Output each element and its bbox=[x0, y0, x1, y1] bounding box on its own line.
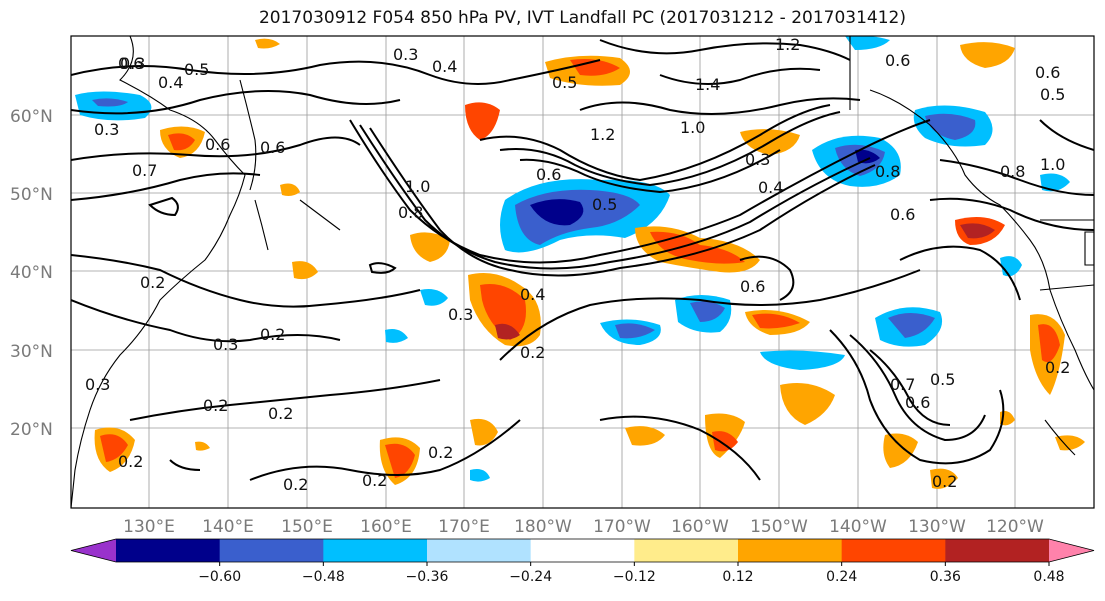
contour-label: 0.4 bbox=[432, 57, 457, 76]
lat-label: 40°N bbox=[10, 263, 53, 283]
contour-label: 1.2 bbox=[590, 125, 615, 144]
coastlines bbox=[71, 36, 1094, 508]
colorbar-tick-label: 0.36 bbox=[930, 569, 961, 585]
colorbar-segment bbox=[427, 539, 532, 562]
contour-label: 0.6 bbox=[536, 165, 561, 184]
colorbar-tick-label: −0.48 bbox=[302, 569, 345, 585]
map-title: 2017030912 F054 850 hPa PV, IVT Landfall… bbox=[258, 8, 906, 28]
contour-label: 0.2 bbox=[260, 325, 285, 344]
positive-shading bbox=[94, 38, 1085, 489]
contour-label: 0.5 bbox=[1040, 85, 1065, 104]
lon-label: 150°W bbox=[750, 517, 808, 537]
pv-contours bbox=[71, 39, 1094, 481]
contour-label: 0.8 bbox=[1000, 162, 1025, 181]
contour-label: 0.6 bbox=[205, 135, 230, 154]
contour-label: 0.7 bbox=[890, 375, 915, 394]
contour-label: 0.5 bbox=[184, 60, 209, 79]
contour-label: 1.0 bbox=[1040, 155, 1065, 174]
contour-label: 0.2 bbox=[268, 404, 293, 423]
contour-label: 0.6 bbox=[118, 54, 143, 73]
lon-label: 170°E bbox=[438, 517, 490, 537]
contour-label: 0.3 bbox=[393, 45, 418, 64]
contour-label: 0.4 bbox=[158, 73, 183, 92]
lon-label: 170°W bbox=[593, 517, 651, 537]
contour-label: 0.4 bbox=[520, 285, 545, 304]
contour-label: 0.6 bbox=[1035, 63, 1060, 82]
colorbar-tick-label: 0.48 bbox=[1033, 569, 1064, 585]
contour-label: 0.6 bbox=[740, 277, 765, 296]
contour-label: 0.5 bbox=[930, 370, 955, 389]
contour-label: 0.2 bbox=[428, 443, 453, 462]
colorbar-segment bbox=[738, 539, 843, 562]
colorbar-tick-label: −0.12 bbox=[613, 569, 656, 585]
lat-label: 50°N bbox=[10, 185, 53, 205]
contour-label: 0.2 bbox=[140, 273, 165, 292]
contour-label: 0.2 bbox=[362, 471, 387, 490]
contour-label: 1.0 bbox=[680, 118, 705, 137]
colorbar-outline bbox=[70, 538, 1095, 563]
colorbar-tick-label: 0.12 bbox=[722, 569, 753, 585]
colorbar-segment bbox=[219, 539, 324, 562]
lon-label: 160°E bbox=[360, 517, 412, 537]
colorbar-extend-low bbox=[71, 539, 116, 562]
contour-label: 1.2 bbox=[775, 35, 800, 54]
colorbar-segment bbox=[530, 539, 635, 562]
latitude-labels: 60°N 50°N 40°N 30°N 20°N bbox=[10, 107, 53, 440]
contour-label: 0.2 bbox=[1045, 358, 1070, 377]
contour-label: 0.2 bbox=[118, 452, 143, 471]
colorbar-segment bbox=[323, 539, 428, 562]
contour-label: 0.2 bbox=[520, 343, 545, 362]
contour-label: 0.3 bbox=[448, 305, 473, 324]
lat-label: 60°N bbox=[10, 107, 53, 127]
contour-label: 0.5 bbox=[592, 195, 617, 214]
lon-label: 130°W bbox=[908, 517, 966, 537]
lon-label: 140°E bbox=[202, 517, 254, 537]
colorbar-segment bbox=[634, 539, 739, 562]
lat-label: 30°N bbox=[10, 342, 53, 362]
contour-label: 0.7 bbox=[132, 161, 157, 180]
lon-label: 150°E bbox=[281, 517, 333, 537]
contour-label: 0.6 bbox=[890, 205, 915, 224]
contour-label: 0.6 bbox=[905, 393, 930, 412]
colorbar: −0.60 −0.48 −0.36 −0.24 −0.12 0.12 0.24 0.36 0.4… bbox=[70, 538, 1095, 585]
contour-label: 0.3 bbox=[94, 120, 119, 139]
contour-label: 0.5 bbox=[552, 73, 577, 92]
lon-label: 180°W bbox=[514, 517, 572, 537]
map-frame bbox=[70, 35, 1095, 509]
contour-label: 0.2 bbox=[283, 475, 308, 494]
contour-label: 1.4 bbox=[695, 75, 720, 94]
colorbar-segment bbox=[945, 539, 1050, 562]
colorbar-segment bbox=[116, 539, 221, 562]
colorbar-tick-label: −0.36 bbox=[406, 569, 449, 585]
contour-label: 0.3 bbox=[120, 54, 145, 73]
colorbar-extend-high bbox=[1049, 539, 1094, 562]
contour-label: 1.0 bbox=[405, 177, 430, 196]
colorbar-tick-label: −0.24 bbox=[509, 569, 552, 585]
map-content: 0.3 0.4 0.6 0.5 0.3 0.7 0.6 0.6 0.3 0.4 … bbox=[71, 35, 1094, 508]
contour-label: 0.2 bbox=[203, 396, 228, 415]
colorbar-tick-label: 0.24 bbox=[826, 569, 857, 585]
contour-label: 0.3 bbox=[85, 375, 110, 394]
colorbar-tick-label: −0.60 bbox=[198, 569, 241, 585]
contour-label: 0.3 bbox=[213, 335, 238, 354]
contour-label: 0.3 bbox=[745, 150, 770, 169]
lon-label: 160°W bbox=[671, 517, 729, 537]
contour-label: 0.8 bbox=[875, 162, 900, 181]
contour-label: 0.4 bbox=[758, 178, 783, 197]
lon-label: 140°W bbox=[829, 517, 887, 537]
contour-label: 0.8 bbox=[398, 203, 423, 222]
lat-label: 20°N bbox=[10, 420, 53, 440]
contour-labels: 0.3 0.4 0.6 0.5 0.3 0.7 0.6 0.6 0.3 0.4 … bbox=[85, 35, 1070, 494]
colorbar-segment bbox=[841, 539, 946, 562]
contour-label: 0.2 bbox=[932, 472, 957, 491]
contour-label: 0.6 bbox=[260, 138, 285, 157]
longitude-labels: 130°E 140°E 150°E 160°E 170°E 180°W 170°… bbox=[123, 517, 1044, 537]
lon-label: 130°E bbox=[123, 517, 175, 537]
contour-label: 0.6 bbox=[885, 51, 910, 70]
lon-label: 120°W bbox=[986, 517, 1044, 537]
